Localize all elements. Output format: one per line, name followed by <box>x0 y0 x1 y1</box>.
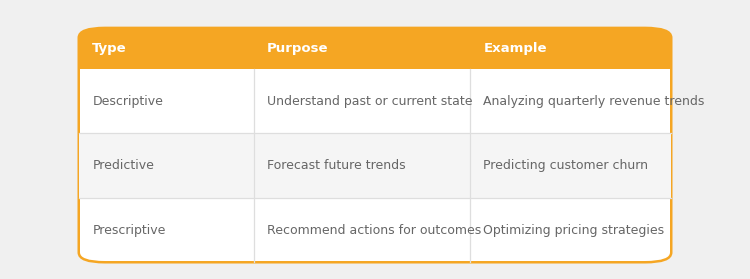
Text: Purpose: Purpose <box>267 42 328 55</box>
Text: Example: Example <box>483 42 547 55</box>
Text: Descriptive: Descriptive <box>92 95 164 108</box>
Text: Predictive: Predictive <box>92 159 154 172</box>
Bar <box>79 50 671 69</box>
Text: Analyzing quarterly revenue trends: Analyzing quarterly revenue trends <box>483 95 705 108</box>
Text: Prescriptive: Prescriptive <box>92 223 166 237</box>
Text: Predicting customer churn: Predicting customer churn <box>483 159 648 172</box>
Text: Recommend actions for outcomes: Recommend actions for outcomes <box>267 223 482 237</box>
Text: Forecast future trends: Forecast future trends <box>267 159 406 172</box>
Text: Optimizing pricing strategies: Optimizing pricing strategies <box>483 223 664 237</box>
Text: Understand past or current state: Understand past or current state <box>267 95 472 108</box>
Bar <box>79 133 671 198</box>
FancyBboxPatch shape <box>79 28 671 69</box>
Text: Type: Type <box>92 42 127 55</box>
FancyBboxPatch shape <box>79 28 671 262</box>
